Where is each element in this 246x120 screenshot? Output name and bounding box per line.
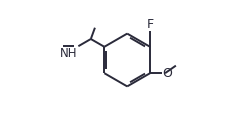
Text: NH: NH — [60, 47, 78, 60]
Text: F: F — [147, 18, 154, 31]
Text: O: O — [163, 67, 172, 80]
